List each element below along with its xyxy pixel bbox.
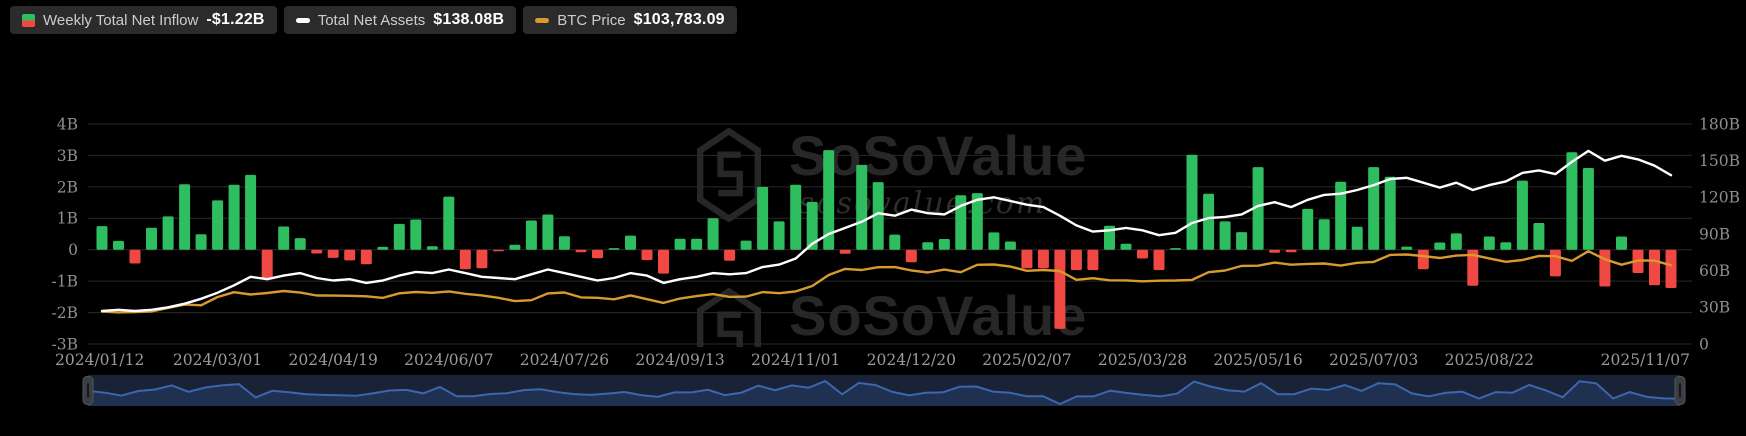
legend-label: Total Net Assets [317, 11, 426, 29]
watermark-domain: sosovalue.com [799, 186, 1047, 221]
legend-item-weekly-net-inflow[interactable]: Weekly Total Net Inflow -$1.22B [10, 6, 277, 34]
legend-label: Weekly Total Net Inflow [43, 11, 199, 29]
legend-value: $138.08B [433, 11, 505, 28]
svg-text:2024/03/01: 2024/03/01 [173, 351, 262, 369]
btc-price-line [100, 249, 1673, 314]
legend-item-btc-price[interactable]: BTC Price $103,783.09 [523, 6, 737, 34]
net-assets-line-icon [295, 17, 310, 23]
svg-text:2024/11/01: 2024/11/01 [751, 351, 840, 369]
svg-text:30B: 30B [1699, 299, 1730, 317]
legend-value: -$1.22B [206, 11, 265, 28]
svg-text:0: 0 [68, 241, 78, 259]
watermark: SoSoValue sosovalue.com [697, 288, 1087, 347]
svg-text:2025/08/22: 2025/08/22 [1445, 351, 1534, 369]
svg-text:3B: 3B [57, 147, 78, 165]
svg-text:1B: 1B [57, 210, 78, 228]
legend-value: $103,783.09 [633, 11, 725, 28]
inflow-bars [96, 150, 1677, 329]
navigator-area [88, 381, 1680, 406]
right-axis-labels: 180B 150B 120B 90B 60B 30B 0 [1699, 115, 1740, 353]
svg-text:2025/03/28: 2025/03/28 [1098, 351, 1187, 369]
svg-text:2025/11/07: 2025/11/07 [1601, 351, 1690, 369]
legend-item-total-net-assets[interactable]: Total Net Assets $138.08B [283, 6, 517, 34]
svg-text:2024/04/19: 2024/04/19 [289, 351, 378, 369]
svg-text:2024/09/13: 2024/09/13 [635, 351, 724, 369]
svg-text:2025/02/07: 2025/02/07 [982, 351, 1071, 369]
svg-text:2025/07/03: 2025/07/03 [1329, 351, 1418, 369]
svg-text:2024/12/20: 2024/12/20 [867, 351, 956, 369]
svg-text:120B: 120B [1699, 189, 1740, 207]
svg-text:2025/05/16: 2025/05/16 [1213, 351, 1302, 369]
x-axis-labels: 2024/01/12 2024/03/01 2024/04/19 2024/06/07… [55, 351, 1690, 369]
navigator-line [87, 379, 1681, 406]
legend-label: BTC Price [557, 11, 626, 29]
net-assets-line [100, 149, 1673, 313]
svg-text:4B: 4B [57, 115, 78, 133]
svg-text:2024/01/12: 2024/01/12 [55, 351, 144, 369]
chart-legend: Weekly Total Net Inflow -$1.22B Total Ne… [10, 6, 737, 34]
navigator-right-handle[interactable] [1674, 376, 1686, 405]
sosovalue-logo-icon [697, 288, 761, 347]
svg-text:2024/06/07: 2024/06/07 [404, 351, 493, 369]
left-axis-labels: 4B 3B 2B 1B 0 -1B -2B -3B [52, 115, 79, 353]
svg-text:-2B: -2B [52, 304, 79, 322]
svg-text:-1B: -1B [52, 273, 79, 291]
btc-price-line-icon [535, 17, 550, 23]
svg-text:0: 0 [1699, 335, 1709, 353]
svg-text:150B: 150B [1699, 152, 1740, 170]
svg-text:-3B: -3B [52, 335, 79, 353]
svg-text:90B: 90B [1699, 225, 1730, 243]
svg-text:60B: 60B [1699, 262, 1730, 280]
svg-text:2B: 2B [57, 178, 78, 196]
inflow-bar-icon [22, 13, 35, 27]
svg-text:180B: 180B [1699, 115, 1740, 133]
watermark-brand: SoSoValue [789, 284, 1088, 347]
navigator-left-handle[interactable] [82, 376, 94, 405]
watermark-domain: sosovalue.com [799, 346, 1087, 347]
svg-text:2024/07/26: 2024/07/26 [520, 351, 609, 369]
